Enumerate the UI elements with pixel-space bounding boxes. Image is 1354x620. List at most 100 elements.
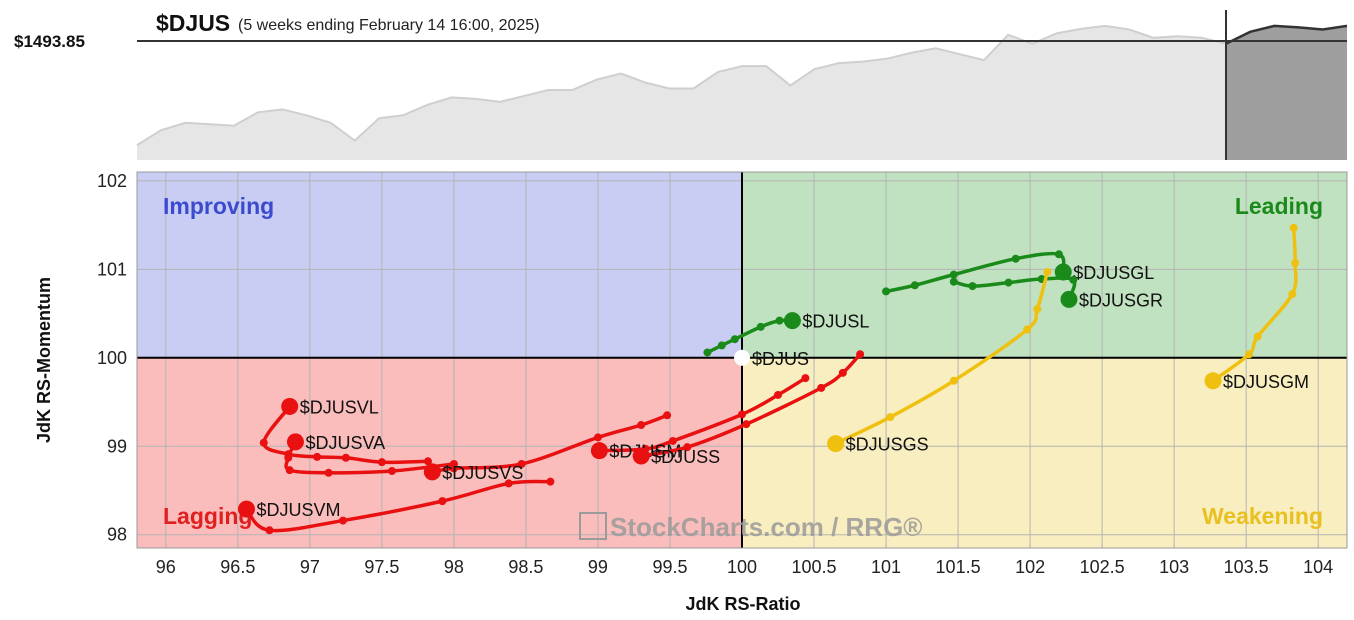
series-label-djusgs: $DJUSGS xyxy=(846,435,929,455)
head-point-djusgm xyxy=(1204,372,1222,390)
trail-point-djusm xyxy=(774,390,783,399)
head-point-djusva xyxy=(286,433,304,451)
x-axis-title: JdK RS-Ratio xyxy=(685,594,800,614)
trail-point-djusl xyxy=(775,316,784,325)
head-point-djusvm xyxy=(237,500,255,518)
trail-point-djusvm xyxy=(546,477,555,486)
x-tick-label: 101.5 xyxy=(936,557,981,577)
series-label-djusvm: $DJUSVM xyxy=(256,500,340,520)
trail-point-djusgl xyxy=(882,287,891,296)
series-label-djuss: $DJUSS xyxy=(651,447,720,467)
trail-point-djusva xyxy=(387,467,396,476)
watermark-text: StockCharts.com / RRG® xyxy=(610,512,922,542)
chart-ticker: $DJUS xyxy=(156,10,230,36)
trail-point-djusm xyxy=(801,374,810,383)
trail-point-djuss xyxy=(742,420,751,429)
x-tick-label: 98.5 xyxy=(508,557,543,577)
trail-point-djusvs xyxy=(517,459,526,468)
series-djusva: $DJUSVA xyxy=(284,433,458,477)
x-tick-label: 102 xyxy=(1015,557,1045,577)
benchmark-djus: $DJUS xyxy=(734,349,809,369)
trail-point-djusvm xyxy=(338,516,347,525)
price-history-area xyxy=(137,25,1226,160)
trail-point-djusl xyxy=(730,335,739,344)
rrg-plot-border xyxy=(136,171,1348,549)
trail-point-djuss xyxy=(817,383,826,392)
stockcharts-watermark: StockCharts.com / RRG® xyxy=(579,512,922,542)
x-tick-label: 97.5 xyxy=(364,557,399,577)
trail-point-djusm xyxy=(738,410,746,419)
price-recent-area xyxy=(1226,25,1347,160)
series-label-djusgr: $DJUSGR xyxy=(1079,290,1163,310)
quadrant-label-lagging: Lagging xyxy=(163,503,252,529)
quadrant-label-improving: Improving xyxy=(163,193,274,219)
trail-point-djusl xyxy=(756,322,765,331)
trail-point-djusvm xyxy=(504,479,513,488)
trail-point-djusvl xyxy=(259,438,268,447)
trail-point-djusva xyxy=(324,468,333,477)
series-label-djusvs: $DJUSVS xyxy=(442,463,523,483)
series-label-djusva: $DJUSVA xyxy=(305,433,385,453)
head-point-djusl xyxy=(783,312,801,330)
trail-point-djusgl xyxy=(910,281,919,290)
head-point-djusvl xyxy=(281,397,299,415)
trail-point-djusgm xyxy=(1288,290,1297,299)
chart-subtitle: (5 weeks ending February 14 16:00, 2025) xyxy=(238,17,540,34)
trail-point-djusgr xyxy=(968,282,977,291)
head-point-djusgs xyxy=(827,435,845,453)
series-label-djusvl: $DJUSVL xyxy=(300,397,379,417)
head-point-djusgr xyxy=(1060,290,1078,308)
series-djusgr: $DJUSGR xyxy=(949,275,1163,310)
trail-point-djusgl xyxy=(949,270,958,279)
trail-point-djusgm xyxy=(1289,223,1298,232)
trail-point-djusgs xyxy=(1043,267,1052,276)
series-label-djusl: $DJUSL xyxy=(802,312,869,332)
trail-point-djusgm xyxy=(1291,259,1300,268)
trail-point-djusvs xyxy=(637,421,646,430)
series-djusl: $DJUSL xyxy=(703,312,869,357)
trail-point-djusvs xyxy=(449,464,458,473)
x-tick-label: 99 xyxy=(588,557,608,577)
trail-point-djusgm xyxy=(1253,332,1262,341)
y-axis-title: JdK RS-Momentum xyxy=(34,277,54,443)
x-tick-label: 100 xyxy=(727,557,757,577)
x-tick-label: 101 xyxy=(871,557,901,577)
quadrant-label-leading: Leading xyxy=(1235,193,1323,219)
series-djusvm: $DJUSVM xyxy=(237,477,555,535)
trail-point-djusvs xyxy=(663,411,672,420)
trail-point-djusvm xyxy=(265,526,274,535)
series-djusgm: $DJUSGM xyxy=(1204,223,1309,392)
benchmark-label: $DJUS xyxy=(752,349,809,369)
trail-point-djuss xyxy=(838,368,847,377)
x-tick-label: 102.5 xyxy=(1080,557,1125,577)
series-djusgs: $DJUSGS xyxy=(827,267,1052,455)
y-tick-label: 99 xyxy=(107,436,127,456)
rrg-panel: 96 96.5 97 97.5 98 98.5 99 99.5 100 100.5 101 101.5… xyxy=(97,171,1348,577)
tick-layer: 96 96.5 97 97.5 98 98.5 99 99.5 100 100.5 101 101.5… xyxy=(97,171,1333,577)
x-tick-label: 99.5 xyxy=(652,557,687,577)
trail-point-djuss xyxy=(683,443,692,452)
x-tick-label: 97 xyxy=(300,557,320,577)
head-point-djusgl xyxy=(1054,263,1072,281)
head-point-djuss xyxy=(632,447,650,465)
watermark-logo-icon xyxy=(579,512,607,540)
y-tick-label: 101 xyxy=(97,259,127,279)
head-point-djusvs xyxy=(423,463,441,481)
trail-point-djusm xyxy=(668,436,677,445)
x-tick-label: 103.5 xyxy=(1224,557,1269,577)
quadrant-label-weakening: Weakening xyxy=(1202,503,1323,529)
grid-layer xyxy=(137,172,1347,548)
trail-point-djusgs xyxy=(1033,305,1042,314)
trail-point-djusgl xyxy=(1054,250,1063,259)
price-history-line xyxy=(136,24,1227,146)
series-label-djusgm: $DJUSGM xyxy=(1223,372,1309,392)
series-label-djusgl: $DJUSGL xyxy=(1073,263,1154,283)
price-recent-line xyxy=(1225,24,1348,45)
trail-point-djuss xyxy=(856,350,865,359)
benchmark-point xyxy=(734,349,750,366)
trail-point-djusgl xyxy=(1011,254,1020,263)
series-layer: $DJUSGL $DJUSGR $DJUSL $DJUSGM $DJUSGS $DJUSV… xyxy=(237,223,1309,535)
price-panel: $1493.85 $DJUS (5 weeks ending February … xyxy=(14,8,1348,160)
trail-point-djusl xyxy=(717,341,726,350)
series-djusvl: $DJUSVL xyxy=(259,397,432,467)
